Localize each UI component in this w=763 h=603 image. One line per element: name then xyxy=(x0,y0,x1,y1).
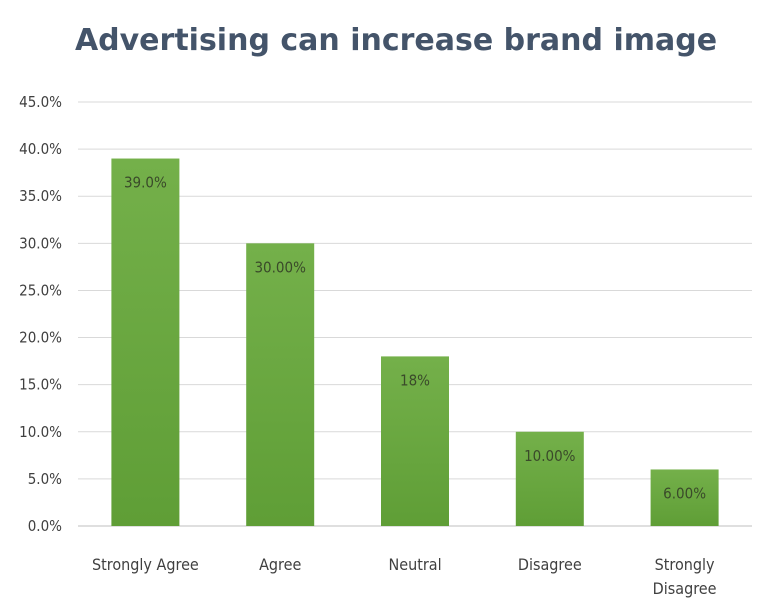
y-tick-label: 10.0% xyxy=(19,423,62,441)
category-label-line: Neutral xyxy=(388,555,441,574)
bar-strongly-disagree xyxy=(650,469,719,526)
data-label: 39.0% xyxy=(124,174,167,192)
category-label-line: Disagree xyxy=(653,579,717,598)
category-label: Strongly Agree xyxy=(92,555,199,574)
y-tick-label: 30.0% xyxy=(19,234,62,252)
data-label: 6.00% xyxy=(663,484,706,502)
bar-agree xyxy=(246,243,315,527)
y-tick-label: 5.0% xyxy=(28,470,62,488)
x-axis-categories: Strongly Agree Agree Neutral Disagree Strong… xyxy=(92,555,717,598)
category-label-line: Strongly xyxy=(655,555,715,574)
data-label: 18% xyxy=(400,371,430,389)
chart-title: Advertising can increase brand image xyxy=(75,23,717,58)
category-label: Agree xyxy=(259,555,301,574)
bars xyxy=(111,158,719,527)
category-label: Strongly Disagree xyxy=(653,555,717,598)
y-tick-label: 25.0% xyxy=(19,281,62,299)
category-label-line: Agree xyxy=(259,555,301,574)
category-label-line: Strongly Agree xyxy=(92,555,199,574)
y-tick-label: 45.0% xyxy=(19,93,62,111)
data-label: 30.00% xyxy=(254,258,306,276)
category-label: Disagree xyxy=(518,555,582,574)
y-tick-label: 20.0% xyxy=(19,329,62,347)
y-tick-label: 40.0% xyxy=(19,140,62,158)
bar-neutral xyxy=(381,356,449,526)
y-tick-label: 15.0% xyxy=(19,376,62,394)
data-labels: 39.0% 30.00% 18% 10.00% 6.00% xyxy=(124,174,706,503)
y-tick-label: 35.0% xyxy=(19,187,62,205)
gridlines xyxy=(78,101,752,527)
category-label: Neutral xyxy=(388,555,441,574)
y-tick-label: 0.0% xyxy=(28,517,62,535)
bar-strongly-agree xyxy=(111,158,180,527)
category-label-line: Disagree xyxy=(518,555,582,574)
data-label: 10.00% xyxy=(524,447,576,465)
y-axis-ticks: 0.0% 5.0% 10.0% 15.0% 20.0% 25.0% 30.0% 35.0% 40… xyxy=(19,93,62,535)
bar-disagree xyxy=(515,431,584,526)
